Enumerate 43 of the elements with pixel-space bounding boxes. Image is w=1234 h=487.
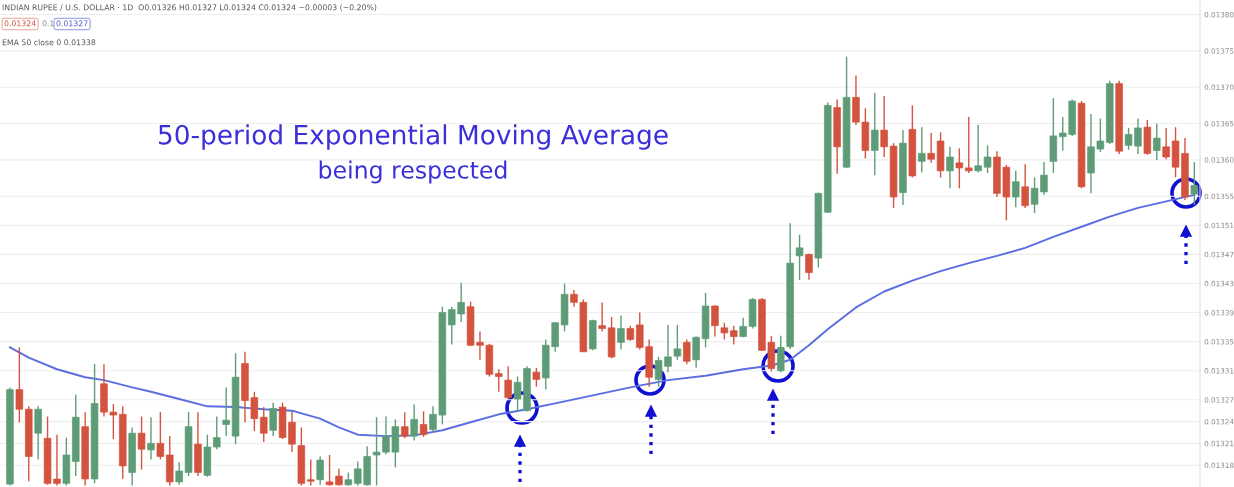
candlestick xyxy=(213,415,221,450)
candlestick xyxy=(711,304,719,338)
candlestick xyxy=(307,458,315,487)
candlestick xyxy=(983,144,992,174)
candlestick xyxy=(495,368,503,393)
candlestick xyxy=(805,252,813,281)
candlestick xyxy=(419,410,428,438)
text: 50-period Exponential Moving Average xyxy=(158,124,668,150)
candlestick xyxy=(974,124,982,173)
candlestick xyxy=(946,146,954,189)
candlestick xyxy=(795,234,804,281)
text: being respected xyxy=(319,160,507,184)
candlestick xyxy=(504,365,512,400)
candlestick xyxy=(1162,127,1170,160)
candlestick xyxy=(15,346,24,424)
candlestick xyxy=(1012,170,1020,208)
candlestick xyxy=(871,92,879,176)
candlestick xyxy=(955,147,964,189)
candlestick xyxy=(260,406,268,443)
candlestick xyxy=(532,367,541,388)
candlestick xyxy=(965,116,973,174)
candlestick xyxy=(730,324,738,346)
candlestick xyxy=(880,95,888,158)
candlestick xyxy=(1153,122,1161,161)
candlestick xyxy=(316,455,324,486)
candlestick xyxy=(410,403,418,442)
candlestick xyxy=(34,405,42,461)
candlestick xyxy=(175,461,183,486)
candlestick xyxy=(401,411,409,439)
candlestick xyxy=(683,338,691,365)
candlestick xyxy=(918,126,926,173)
candlestick xyxy=(1190,161,1199,206)
candlestick xyxy=(156,411,165,461)
candlestick xyxy=(617,314,625,351)
candlestick xyxy=(222,386,230,437)
candlestick xyxy=(927,132,935,164)
candlestick xyxy=(137,415,146,471)
candlestick xyxy=(692,335,700,369)
candlestick xyxy=(777,335,785,373)
candlestick xyxy=(598,301,606,333)
candlestick xyxy=(147,416,155,461)
candlestick xyxy=(1021,163,1029,209)
candlestick xyxy=(269,401,277,437)
